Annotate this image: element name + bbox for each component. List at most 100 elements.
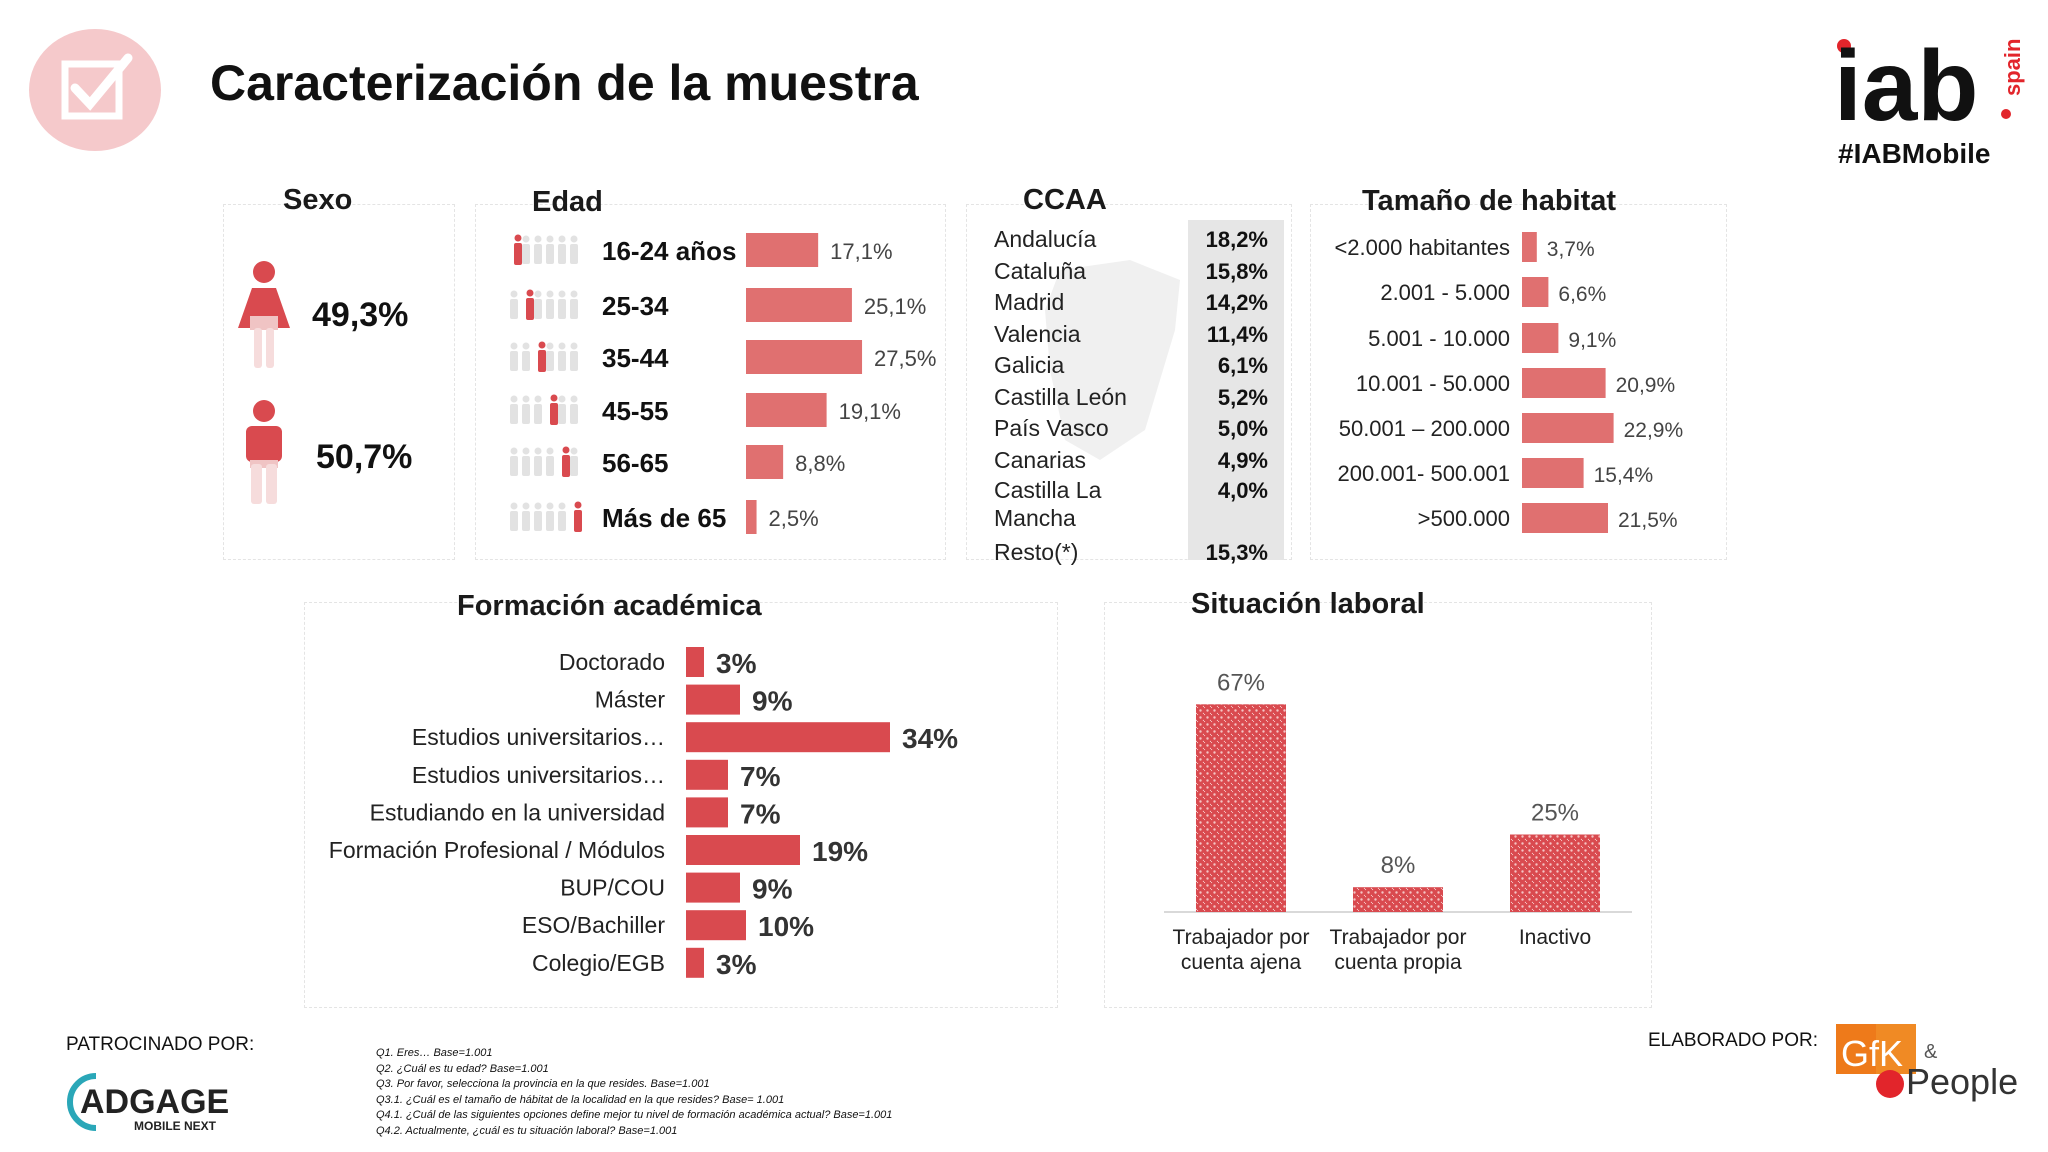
habitat-bar <box>1522 277 1549 307</box>
laboral-category-label: cuenta propia <box>1334 951 1462 974</box>
habitat-category-label: 50.001 – 200.000 <box>1339 416 1510 441</box>
ccaa-title: CCAA <box>1023 184 1107 216</box>
ccaa-category-label: Madrid <box>994 289 1064 315</box>
footnote: Q1. Eres… Base=1.001 <box>376 1047 493 1059</box>
panel-laboral <box>1104 602 1652 1008</box>
sponsor-label: PATROCINADO POR: <box>66 1034 255 1055</box>
iab-logo: iab spain <box>1834 26 2025 142</box>
formacion-value-label: 7% <box>740 761 781 792</box>
sexo-hombre-value: 50,7% <box>316 438 413 476</box>
formacion-value-label: 7% <box>740 798 781 829</box>
footnote: Q2. ¿Cuál es tu edad? Base=1.001 <box>376 1062 549 1075</box>
ccaa-category-label: País Vasco <box>994 415 1109 441</box>
amp-text: & <box>1924 1041 1938 1063</box>
edad-bar <box>746 288 852 322</box>
gfk-logo-text: GfK <box>1841 1033 1903 1074</box>
panel-edad <box>475 204 946 560</box>
ccaa-value-label: 4,0% <box>1218 478 1268 503</box>
footnote: Q3. Por favor, selecciona la provincia e… <box>376 1078 710 1091</box>
male-icon <box>236 398 292 506</box>
ccaa-category-label: Canarias <box>994 447 1086 473</box>
laboral-bar <box>1196 704 1286 912</box>
made-by-label: ELABORADO POR: <box>1648 1030 1818 1051</box>
adgage-logo-text: ADGAGE <box>80 1083 229 1121</box>
ccaa-value-label: 5,0% <box>1218 416 1268 441</box>
gfk-people-logo: GfK & People <box>1836 1022 2018 1104</box>
formacion-bar <box>686 797 728 828</box>
formacion-value-label: 9% <box>752 874 793 905</box>
formacion-title: Formación académica <box>457 590 762 622</box>
formacion-bar <box>686 647 704 677</box>
laboral-value-label: 25% <box>1531 800 1579 827</box>
edad-value-label: 2,5% <box>769 506 819 531</box>
formacion-value-label: 19% <box>812 836 868 867</box>
formacion-category-label: Máster <box>595 687 666 713</box>
laboral-category-label: Trabajador por <box>1173 926 1310 949</box>
edad-category-label: 56-65 <box>602 448 669 478</box>
edad-value-label: 8,8% <box>795 451 845 476</box>
footnote: Q4.1. ¿Cuál de las siguientes opciones d… <box>376 1109 893 1122</box>
checkbox-icon <box>28 28 162 152</box>
habitat-bar <box>1522 458 1584 488</box>
formacion-value-label: 9% <box>752 686 793 717</box>
laboral-bar <box>1353 887 1443 912</box>
ccaa-value-column <box>1188 220 1284 560</box>
ccaa-value-label: 14,2% <box>1206 290 1268 315</box>
habitat-value-label: 6,6% <box>1558 283 1606 306</box>
habitat-category-label: 2.001 - 5.000 <box>1380 280 1510 305</box>
edad-category-label: 35-44 <box>602 343 669 373</box>
habitat-title: Tamaño de habitat <box>1362 185 1617 217</box>
edad-value-label: 25,1% <box>864 294 926 319</box>
spain-map-background <box>1040 250 1190 470</box>
people-row-icon <box>510 341 578 372</box>
ccaa-value-label: 15,8% <box>1206 259 1268 284</box>
formacion-value-label: 3% <box>716 949 757 980</box>
formacion-bar <box>686 759 728 790</box>
ccaa-category-label: Resto(*) <box>994 539 1078 565</box>
formacion-category-label: Colegio/EGB <box>532 950 665 976</box>
ccaa-value-label: 5,2% <box>1218 385 1268 410</box>
people-row-icon <box>510 446 578 477</box>
footnotes: Q1. Eres… Base=1.001 Q2. ¿Cuál es tu eda… <box>376 1046 892 1140</box>
people-row-icon <box>510 501 582 532</box>
ccaa-category-label: Valencia <box>994 321 1081 347</box>
ccaa-category-label: Andalucía <box>994 226 1097 252</box>
habitat-category-label: 5.001 - 10.000 <box>1368 326 1510 351</box>
formacion-bar <box>686 910 746 941</box>
habitat-category-label: 10.001 - 50.000 <box>1356 371 1510 396</box>
ccaa-category-label: Castilla León <box>994 384 1127 410</box>
formacion-value-label: 10% <box>758 911 814 942</box>
formacion-category-label: BUP/COU <box>560 875 665 901</box>
ccaa-value-label: 11,4% <box>1207 322 1268 347</box>
footnote: Q3.1. ¿Cuál es el tamaño de hábitat de l… <box>376 1093 785 1106</box>
formacion-bar <box>686 835 800 865</box>
habitat-bar <box>1522 503 1608 533</box>
laboral-value-label: 67% <box>1217 669 1265 696</box>
habitat-bar <box>1522 232 1537 262</box>
sexo-mujer-value: 49,3% <box>312 296 409 334</box>
edad-category-label: 45-55 <box>602 396 669 426</box>
formacion-bar <box>686 722 890 753</box>
adgage-logo-sub: MOBILE NEXT <box>134 1119 217 1133</box>
panel-habitat <box>1310 204 1727 560</box>
formacion-category-label: Estudios universitarios… <box>412 724 665 750</box>
edad-bar <box>746 393 827 427</box>
habitat-value-label: 22,9% <box>1624 419 1684 442</box>
people-row-icon <box>514 234 578 265</box>
female-icon <box>236 258 292 370</box>
formacion-category-label: Estudiando en la universidad <box>370 799 665 825</box>
laboral-bar <box>1510 834 1600 912</box>
laboral-value-label: 8% <box>1381 852 1416 879</box>
edad-category-label: 25-34 <box>602 291 669 321</box>
edad-value-label: 17,1% <box>830 239 892 264</box>
laboral-category-label: Trabajador por <box>1330 926 1467 949</box>
formacion-category-label: Doctorado <box>559 649 665 675</box>
habitat-category-label: >500.000 <box>1418 506 1510 531</box>
people-row-icon <box>510 289 578 320</box>
habitat-value-label: 15,4% <box>1594 464 1654 487</box>
people-row-icon <box>510 394 578 425</box>
formacion-bar <box>686 947 704 978</box>
people-logo-text: People <box>1906 1061 2018 1102</box>
